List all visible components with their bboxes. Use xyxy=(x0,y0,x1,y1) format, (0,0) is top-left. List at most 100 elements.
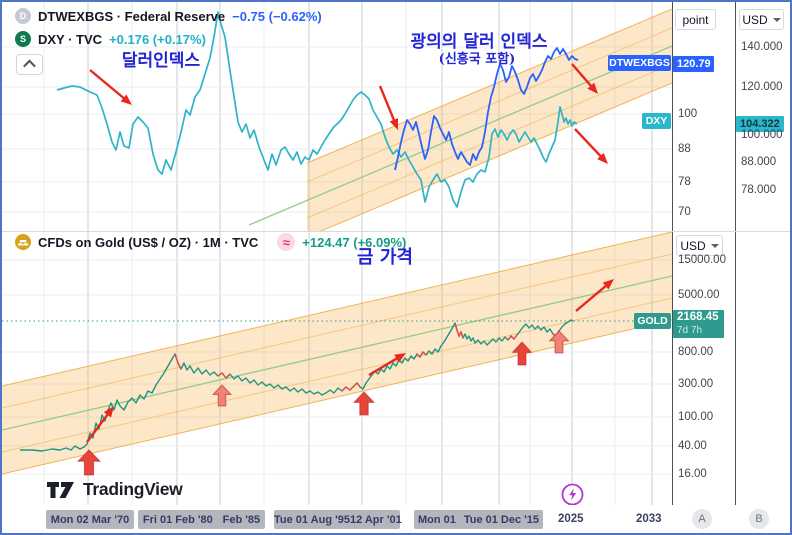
price-tick-70: 70 xyxy=(678,206,691,218)
hand-annotation: 달러인덱스 xyxy=(121,51,201,71)
price-tick-40.00: 40.00 xyxy=(678,440,707,452)
time-label: Tue 01 Aug '95 xyxy=(274,513,350,526)
block-up-arrow xyxy=(76,449,102,476)
scale-mode-button-B[interactable]: B xyxy=(749,509,769,529)
time-label: Fri 01 Feb '80 xyxy=(142,513,213,526)
price-tick-300.00: 300.00 xyxy=(678,378,714,390)
red-trend-arrow xyxy=(368,353,406,377)
time-label: Mon 01 xyxy=(417,513,456,526)
hand-annotation: 광의의 달러 인덱스 xyxy=(410,32,548,52)
gold-price-line-red-segment xyxy=(507,334,518,341)
gold-price-line-red-segment xyxy=(174,353,182,370)
legend-row-dtwexbgs[interactable]: D DTWEXBGS · Federal Reserve −0.75 (−0.6… xyxy=(15,8,322,24)
red-trend-arrow xyxy=(378,85,398,130)
panel-divider[interactable] xyxy=(2,231,790,232)
price-tick-16.00: 16.00 xyxy=(678,468,707,480)
block-up-arrow xyxy=(548,330,570,354)
time-range-label[interactable]: Mon 01 Tue 01 Dec '15 xyxy=(414,510,543,529)
currency-selector-bottom-label: USD xyxy=(680,238,706,253)
time-range-label[interactable]: Fri 01 Feb '80 Feb '85 xyxy=(138,510,265,529)
red-trend-arrow xyxy=(574,128,608,164)
price-tick-78: 78 xyxy=(678,176,691,188)
trend-channel-dollar xyxy=(248,8,672,231)
currency-selector-top[interactable]: USD xyxy=(739,9,784,30)
price-tick-100.000: 100.000 xyxy=(741,129,783,141)
gold-price-line-red-segment xyxy=(217,372,231,380)
price-tick-140.000: 140.000 xyxy=(741,41,783,53)
time-tick-2033[interactable]: 2033 xyxy=(636,513,662,525)
series-price-tag-gold: GOLD xyxy=(634,313,671,329)
currency-selector-bottom[interactable]: USD xyxy=(676,235,723,256)
price-scale-right-column[interactable] xyxy=(735,2,790,505)
time-range-label[interactable]: Tue 01 Aug '95 12 Apr '01 xyxy=(274,510,402,529)
scale-separator-line-2[interactable] xyxy=(735,2,736,533)
price-label-2168.45: 2168.45 7d 7h xyxy=(673,310,724,338)
approx-price-badge: ≈ xyxy=(277,233,296,251)
dtwexbgs-source-icon: D xyxy=(15,8,31,24)
trend-channel-gold xyxy=(2,231,672,475)
gold-bar-countdown: 7d 7h xyxy=(677,325,703,336)
time-label: 12 Apr '01 xyxy=(349,513,402,526)
tradingview-logo[interactable]: TradingView xyxy=(47,479,183,500)
legend-row-gold[interactable]: CFDs on Gold (US$ / OZ) · 1M · TVC ≈ +12… xyxy=(15,233,406,251)
time-label: Feb '85 xyxy=(222,513,261,526)
gold-last-price: 2168.45 xyxy=(677,311,719,323)
block-up-arrow xyxy=(352,391,376,416)
red-trend-arrow xyxy=(575,279,614,312)
dtwexbgs-change-value: −0.75 (−0.62%) xyxy=(232,8,322,24)
gold-price-line-red-segment xyxy=(341,381,361,392)
gold-price-line-red-segment xyxy=(454,322,464,339)
time-range-label[interactable]: Mon 02 Mar '70 xyxy=(46,510,134,529)
price-tick-15000.00: 15000.00 xyxy=(678,254,726,266)
dxy-legend-title[interactable]: DXY · TVC xyxy=(38,31,103,47)
price-tick-88.000: 88.000 xyxy=(741,156,777,168)
dtwexbgs-legend-title[interactable]: DTWEXBGS · Federal Reserve xyxy=(38,8,226,24)
block-up-arrow xyxy=(511,341,533,366)
price-tick-120.000: 120.000 xyxy=(741,81,783,93)
block-up-arrow xyxy=(211,384,233,407)
tradingview-logo-text: TradingView xyxy=(83,479,183,499)
gold-change-value: +124.47 (+6.09%) xyxy=(302,234,407,250)
price-tick-100: 100 xyxy=(678,108,698,120)
unit-selector-label: point xyxy=(682,12,709,27)
series-price-tag-dxy: DXY xyxy=(642,113,671,129)
time-tick-2025[interactable]: 2025 xyxy=(558,513,584,525)
chevron-down-icon xyxy=(772,17,781,22)
time-axis[interactable]: Mon 02 Mar '70 Fri 01 Feb '80 Feb '85 Tue 0… xyxy=(2,505,790,533)
price-tick-5000.00: 5000.00 xyxy=(678,289,720,301)
price-tick-78.000: 78.000 xyxy=(741,184,777,196)
scale-mode-button-A[interactable]: A xyxy=(692,509,712,529)
chart-canvas[interactable] xyxy=(2,2,672,505)
price-tick-800.00: 800.00 xyxy=(678,346,714,358)
red-trend-arrow xyxy=(571,63,598,94)
currency-selector-top-label: USD xyxy=(742,12,768,27)
time-label: Mon 02 Mar '70 xyxy=(50,513,130,526)
price-tick-100.00: 100.00 xyxy=(678,411,714,423)
grid-lines xyxy=(2,2,672,505)
price-tick-88: 88 xyxy=(678,143,691,155)
tradingview-logo-icon xyxy=(47,481,74,498)
scale-separator-line-1[interactable] xyxy=(672,2,673,533)
gold-bars-icon xyxy=(15,234,31,250)
legend-collapse-button[interactable] xyxy=(16,54,43,75)
series-price-tag-dtwexbgs: DTWEXBGS xyxy=(608,55,671,71)
red-trend-arrow xyxy=(86,406,114,443)
legend-row-dxy[interactable]: S DXY · TVC +0.176 (+0.17%) xyxy=(15,31,206,47)
dtwexbgs-line[interactable] xyxy=(394,47,579,171)
economic-events-lightning-icon[interactable] xyxy=(560,482,585,507)
hand-annotation: (신흥국 포함) xyxy=(438,52,516,67)
chevron-up-icon xyxy=(23,59,36,73)
price-label-104.322: 104.322 xyxy=(736,116,784,132)
red-trend-arrow xyxy=(89,69,132,105)
dxy-line[interactable] xyxy=(56,11,578,208)
dxy-change-value: +0.176 (+0.17%) xyxy=(109,31,206,47)
gold-price-line-red-segment xyxy=(416,350,427,359)
time-label: Tue 01 Dec '15 xyxy=(463,513,540,526)
price-label-120.79: 120.79 xyxy=(673,56,714,72)
chevron-down-icon xyxy=(710,243,719,248)
gold-legend-title[interactable]: CFDs on Gold (US$ / OZ) · 1M · TVC xyxy=(38,234,259,250)
hand-annotation: 금 가격 xyxy=(357,247,413,268)
dxy-source-icon: S xyxy=(15,31,31,47)
unit-selector-point[interactable]: point xyxy=(675,9,716,30)
